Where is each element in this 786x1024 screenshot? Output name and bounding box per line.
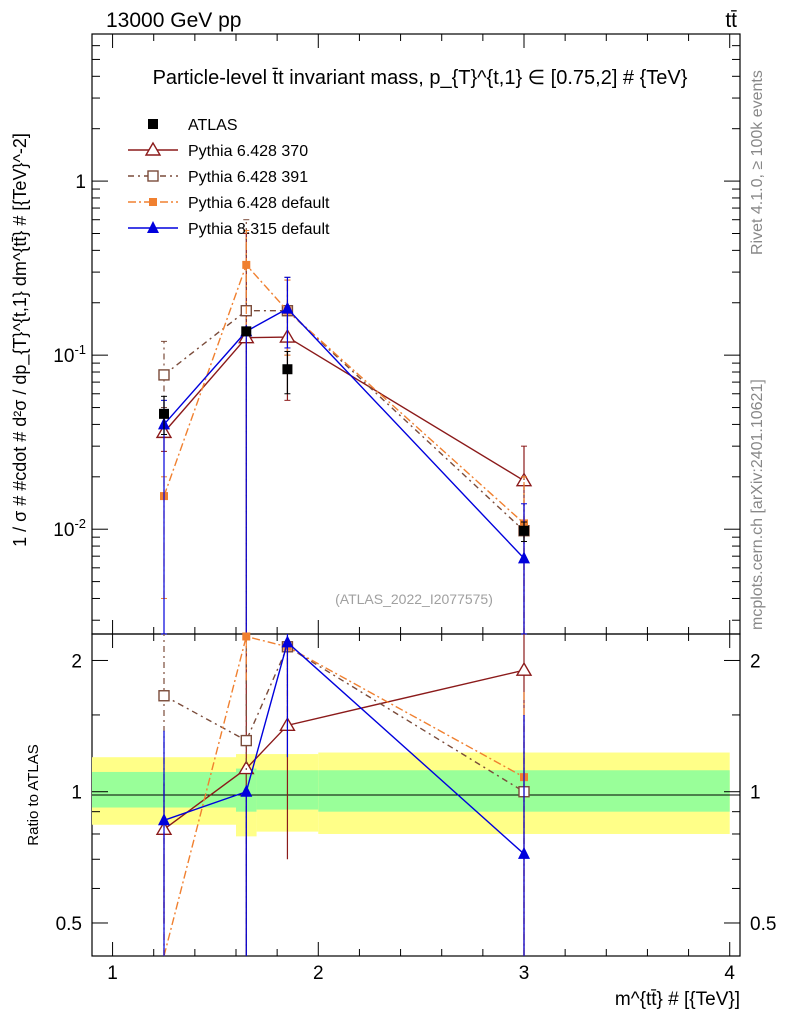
legend-marker bbox=[148, 119, 158, 129]
series-pythia-8-315-default bbox=[158, 276, 530, 635]
ratio-point bbox=[238, 760, 255, 775]
ratio-series-pythia-8-315-default bbox=[158, 634, 530, 956]
x-tick-label: 1 bbox=[107, 963, 118, 984]
series-atlas bbox=[159, 326, 529, 542]
legend-marker bbox=[144, 141, 162, 156]
ratio-tick-label-right: 0.5 bbox=[750, 914, 776, 935]
data-point bbox=[158, 369, 170, 381]
x-axis-label: m^{tt̄} # [{TeV}] bbox=[615, 989, 740, 1010]
legend-label: ATLAS bbox=[188, 117, 238, 134]
x-tick-label: 4 bbox=[724, 963, 735, 984]
data-point bbox=[159, 408, 169, 419]
legend-entry: ATLAS bbox=[148, 117, 238, 134]
legend-entry: Pythia 6.428 370 bbox=[128, 141, 308, 160]
y-axis-label-ratio: Ratio to ATLAS bbox=[25, 744, 42, 845]
y-tick-label: 10-2 bbox=[53, 516, 86, 541]
legend-label: Pythia 6.428 370 bbox=[188, 143, 308, 160]
series-pythia-6-428-default bbox=[160, 230, 528, 635]
data-point bbox=[281, 301, 294, 314]
ratio-point bbox=[515, 661, 533, 676]
ratio-point bbox=[240, 734, 252, 747]
series-line bbox=[163, 263, 525, 524]
series-line bbox=[163, 310, 525, 532]
series-pythia-6-428-391 bbox=[158, 219, 530, 635]
ratio-tick-label-right: 1 bbox=[750, 783, 761, 804]
ratio-line bbox=[163, 641, 525, 855]
ratio-line bbox=[163, 635, 525, 957]
legend-label: Pythia 6.428 391 bbox=[188, 169, 308, 186]
legend-marker bbox=[147, 221, 159, 233]
legend-entry: Pythia 6.428 391 bbox=[128, 169, 308, 186]
legend-label: Pythia 8.315 default bbox=[188, 221, 330, 238]
uncertainty-bands bbox=[92, 752, 730, 837]
rivet-label: Rivet 4.1.0, ≥ 100k events bbox=[749, 70, 766, 255]
ratio-point bbox=[281, 635, 294, 648]
data-point bbox=[242, 260, 251, 269]
analysis-id: (ATLAS_2022_I2077575) bbox=[335, 591, 493, 607]
ratio-tick-label: 2 bbox=[71, 651, 82, 672]
ratio-point bbox=[158, 813, 170, 826]
series-line bbox=[163, 307, 525, 559]
ratio-series-group bbox=[155, 632, 533, 957]
data-point bbox=[519, 525, 529, 536]
legend-label: Pythia 6.428 default bbox=[188, 195, 330, 212]
data-point bbox=[241, 326, 252, 337]
ratio-line bbox=[163, 645, 525, 793]
ratio-point bbox=[240, 784, 253, 797]
ratio-tick-label: 0.5 bbox=[56, 914, 82, 935]
y-axis-label-main: 1 / σ # #cdot # d²σ / dp_{T}^{t,1} dm^{t… bbox=[10, 133, 31, 547]
main-series-group bbox=[155, 219, 533, 635]
source-label: mcplots.cern.ch [arXiv:2401.10621] bbox=[749, 379, 766, 630]
data-point bbox=[518, 551, 530, 564]
process-label: tt̄ bbox=[725, 9, 737, 32]
legend-marker bbox=[147, 170, 159, 182]
ratio-tick-label-right: 2 bbox=[750, 651, 761, 672]
data-point bbox=[282, 364, 293, 375]
ratio-point bbox=[518, 846, 530, 859]
energy-label: 13000 GeV pp bbox=[106, 9, 241, 32]
legend-entry: Pythia 8.315 default bbox=[128, 221, 330, 238]
ratio-tick-label: 1 bbox=[71, 783, 82, 804]
chart-title: Particle-level t̄t invariant mass, p_{T}… bbox=[153, 67, 688, 89]
ratio-point bbox=[242, 632, 251, 641]
axis-ticks: 1 2 3 4 10-2 10-1 1 0.5 0.5 1 1 2 2 bbox=[53, 33, 776, 984]
ratio-point bbox=[158, 690, 170, 702]
legend: ATLAS Pythia 6.428 370 Pythia 6.428 391 Pyt… bbox=[128, 117, 330, 238]
x-tick-label: 3 bbox=[519, 963, 530, 984]
series-line bbox=[163, 336, 525, 482]
x-tick-label: 2 bbox=[313, 963, 324, 984]
y-tick-label: 1 bbox=[75, 172, 86, 193]
y-tick-label: 10-1 bbox=[53, 342, 86, 367]
legend-entry: Pythia 6.428 default bbox=[128, 195, 330, 212]
series-pythia-6-428-370 bbox=[155, 232, 533, 635]
legend-marker bbox=[149, 198, 157, 206]
